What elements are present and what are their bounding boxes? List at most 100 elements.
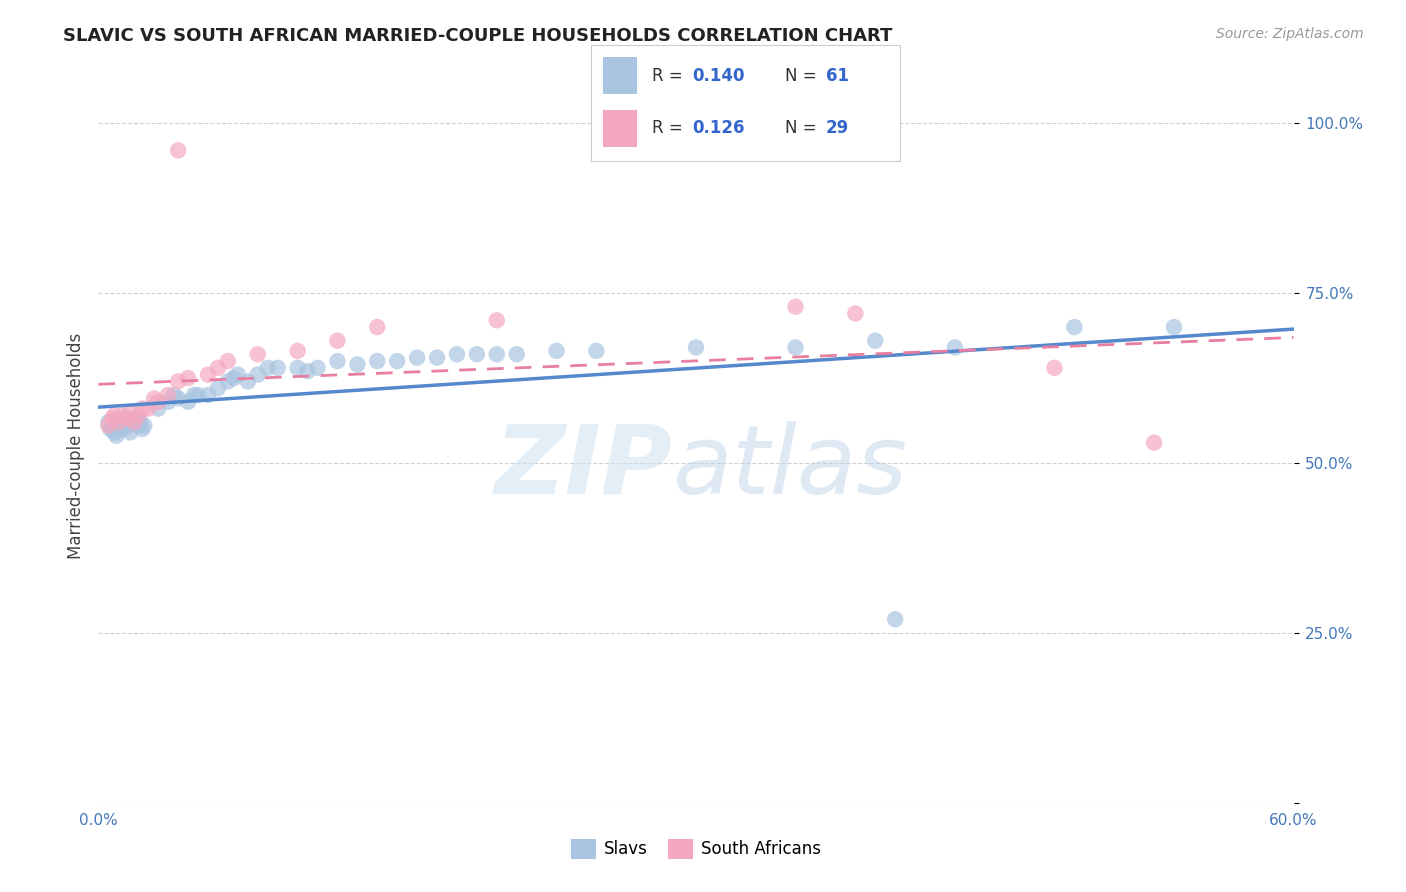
Point <box>117 412 139 426</box>
Point <box>1143 435 1166 450</box>
FancyBboxPatch shape <box>603 57 637 95</box>
Point <box>97 415 120 429</box>
Text: R =: R = <box>652 120 689 137</box>
Point <box>163 388 186 402</box>
Point <box>1163 320 1185 334</box>
Point <box>115 415 138 429</box>
Point <box>120 425 142 440</box>
Point <box>112 418 135 433</box>
Point <box>121 415 143 429</box>
Y-axis label: Married-couple Households: Married-couple Households <box>66 333 84 559</box>
Point <box>346 358 368 372</box>
Point <box>143 392 166 406</box>
Point <box>465 347 488 361</box>
Point <box>485 313 508 327</box>
Text: 29: 29 <box>825 120 849 137</box>
Point <box>685 341 707 355</box>
Point <box>426 351 449 365</box>
Point <box>117 418 139 433</box>
Point <box>226 368 249 382</box>
Point <box>187 388 209 402</box>
Point <box>385 354 409 368</box>
Point <box>124 415 146 429</box>
Text: Source: ZipAtlas.com: Source: ZipAtlas.com <box>1216 27 1364 41</box>
Text: N =: N = <box>786 67 823 85</box>
Point <box>256 360 278 375</box>
Point <box>167 392 190 406</box>
Point <box>307 360 329 375</box>
Text: atlas: atlas <box>672 421 907 514</box>
Point <box>485 347 508 361</box>
Point <box>446 347 468 361</box>
Point <box>287 343 309 358</box>
Point <box>366 320 388 334</box>
Point <box>326 334 349 348</box>
Point <box>148 394 170 409</box>
Point <box>183 388 205 402</box>
Point <box>111 409 134 423</box>
Point <box>297 364 319 378</box>
Point <box>246 368 269 382</box>
Text: 0.126: 0.126 <box>693 120 745 137</box>
Point <box>127 409 149 423</box>
Point <box>506 347 529 361</box>
Point <box>127 418 149 433</box>
Point <box>134 418 156 433</box>
Point <box>157 394 180 409</box>
Point <box>197 388 219 402</box>
Point <box>326 354 349 368</box>
Point <box>246 347 269 361</box>
Point <box>222 371 245 385</box>
Point <box>124 412 146 426</box>
Point <box>136 401 159 416</box>
Point <box>101 418 124 433</box>
Point <box>943 341 966 355</box>
Point <box>101 412 124 426</box>
Point <box>884 612 907 626</box>
Point <box>785 341 807 355</box>
Point <box>585 343 607 358</box>
Point <box>546 343 568 358</box>
Point <box>207 381 229 395</box>
Point <box>177 394 200 409</box>
Point <box>148 401 170 416</box>
Point <box>103 425 125 440</box>
Point <box>107 412 129 426</box>
Text: ZIP: ZIP <box>494 421 672 514</box>
Point <box>157 388 180 402</box>
Point <box>125 415 148 429</box>
Legend: Slavs, South Africans: Slavs, South Africans <box>564 832 828 866</box>
Text: SLAVIC VS SOUTH AFRICAN MARRIED-COUPLE HOUSEHOLDS CORRELATION CHART: SLAVIC VS SOUTH AFRICAN MARRIED-COUPLE H… <box>63 27 893 45</box>
Point <box>103 409 125 423</box>
Point <box>131 422 153 436</box>
Text: R =: R = <box>652 67 689 85</box>
Point <box>844 306 866 320</box>
Text: N =: N = <box>786 120 823 137</box>
Point <box>1063 320 1085 334</box>
Point <box>97 418 120 433</box>
Point <box>120 405 142 419</box>
Text: 61: 61 <box>825 67 849 85</box>
Point <box>105 429 128 443</box>
Point <box>129 415 152 429</box>
Point <box>177 371 200 385</box>
Point <box>406 351 429 365</box>
Point <box>366 354 388 368</box>
Point <box>107 418 129 433</box>
Point <box>111 422 134 436</box>
Point <box>167 375 190 389</box>
Point <box>1043 360 1066 375</box>
Point <box>197 368 219 382</box>
Point <box>217 354 239 368</box>
Point <box>98 422 122 436</box>
Point <box>287 360 309 375</box>
Point <box>217 375 239 389</box>
Point <box>110 415 132 429</box>
Point <box>131 401 153 416</box>
Point <box>167 144 190 158</box>
Text: 0.140: 0.140 <box>693 67 745 85</box>
Point <box>865 334 887 348</box>
Point <box>207 360 229 375</box>
Point <box>236 375 259 389</box>
Point <box>785 300 807 314</box>
